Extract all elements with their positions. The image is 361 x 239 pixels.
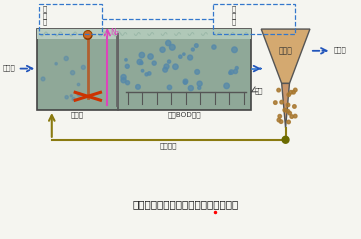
Circle shape [183, 81, 187, 84]
Circle shape [152, 61, 156, 65]
Circle shape [232, 47, 237, 53]
Text: 污泥回流: 污泥回流 [160, 143, 177, 149]
Circle shape [286, 109, 290, 113]
Text: N₂: N₂ [110, 28, 119, 37]
Circle shape [70, 95, 72, 97]
Text: 反硝化: 反硝化 [71, 111, 84, 118]
Circle shape [141, 70, 144, 72]
Circle shape [121, 75, 126, 80]
Circle shape [64, 56, 68, 60]
Bar [213, 4, 295, 34]
Circle shape [65, 96, 68, 99]
Circle shape [148, 72, 151, 75]
Circle shape [126, 81, 130, 85]
Circle shape [139, 52, 144, 58]
Circle shape [283, 108, 287, 112]
Circle shape [195, 44, 198, 48]
Text: 内
循
环: 内 循 环 [43, 5, 47, 25]
Circle shape [229, 70, 234, 74]
Circle shape [224, 83, 229, 89]
Circle shape [282, 136, 289, 143]
Circle shape [191, 48, 194, 51]
Text: 处理水: 处理水 [333, 47, 346, 53]
Circle shape [140, 61, 143, 65]
Circle shape [81, 65, 85, 69]
Polygon shape [261, 29, 310, 83]
Polygon shape [282, 83, 290, 128]
Circle shape [168, 60, 171, 63]
Circle shape [292, 91, 295, 94]
Circle shape [77, 92, 81, 96]
Circle shape [77, 83, 80, 86]
Circle shape [72, 98, 75, 101]
Circle shape [125, 64, 129, 68]
Circle shape [287, 93, 291, 97]
Text: 空气: 空气 [255, 87, 263, 94]
Circle shape [234, 69, 238, 74]
Text: 沉淀池: 沉淀池 [279, 46, 292, 55]
Circle shape [169, 44, 175, 50]
Circle shape [121, 78, 126, 83]
Text: 合建式缺氧－好氧活性污泥法脱氮工艺: 合建式缺氧－好氧活性污泥法脱氮工艺 [132, 199, 238, 209]
Circle shape [293, 114, 297, 118]
Bar [39, 4, 103, 34]
Circle shape [288, 111, 291, 115]
Circle shape [188, 86, 193, 91]
Circle shape [289, 91, 293, 94]
Circle shape [125, 59, 127, 61]
Circle shape [277, 88, 280, 92]
Circle shape [277, 118, 280, 122]
Circle shape [278, 114, 282, 118]
Circle shape [137, 59, 142, 65]
Bar [118, 29, 252, 39]
Circle shape [173, 64, 178, 70]
Circle shape [163, 67, 168, 72]
Circle shape [164, 64, 169, 69]
Circle shape [274, 101, 277, 104]
Text: 原污水: 原污水 [3, 64, 16, 71]
Circle shape [160, 47, 165, 52]
Circle shape [183, 53, 185, 55]
Circle shape [290, 115, 293, 118]
Bar [37, 29, 252, 110]
Circle shape [212, 45, 216, 49]
Circle shape [293, 88, 297, 92]
Circle shape [166, 40, 171, 46]
Circle shape [293, 105, 296, 108]
Circle shape [229, 72, 231, 74]
Circle shape [83, 31, 92, 39]
Circle shape [145, 73, 148, 76]
Circle shape [279, 120, 283, 123]
Circle shape [195, 70, 200, 74]
Circle shape [198, 86, 201, 89]
Circle shape [179, 55, 182, 58]
Circle shape [183, 79, 188, 84]
Circle shape [197, 81, 202, 86]
Circle shape [136, 85, 140, 89]
Circle shape [148, 54, 153, 59]
Text: 硝化BOD去除: 硝化BOD去除 [168, 111, 201, 118]
Circle shape [167, 85, 172, 90]
Circle shape [55, 63, 57, 65]
Bar [37, 29, 118, 39]
Circle shape [41, 77, 45, 81]
Circle shape [188, 55, 193, 60]
Text: 内
循
环: 内 循 环 [232, 5, 236, 25]
Circle shape [235, 66, 238, 70]
Circle shape [286, 103, 290, 107]
Circle shape [287, 120, 290, 124]
Circle shape [280, 100, 283, 104]
Circle shape [70, 71, 75, 75]
